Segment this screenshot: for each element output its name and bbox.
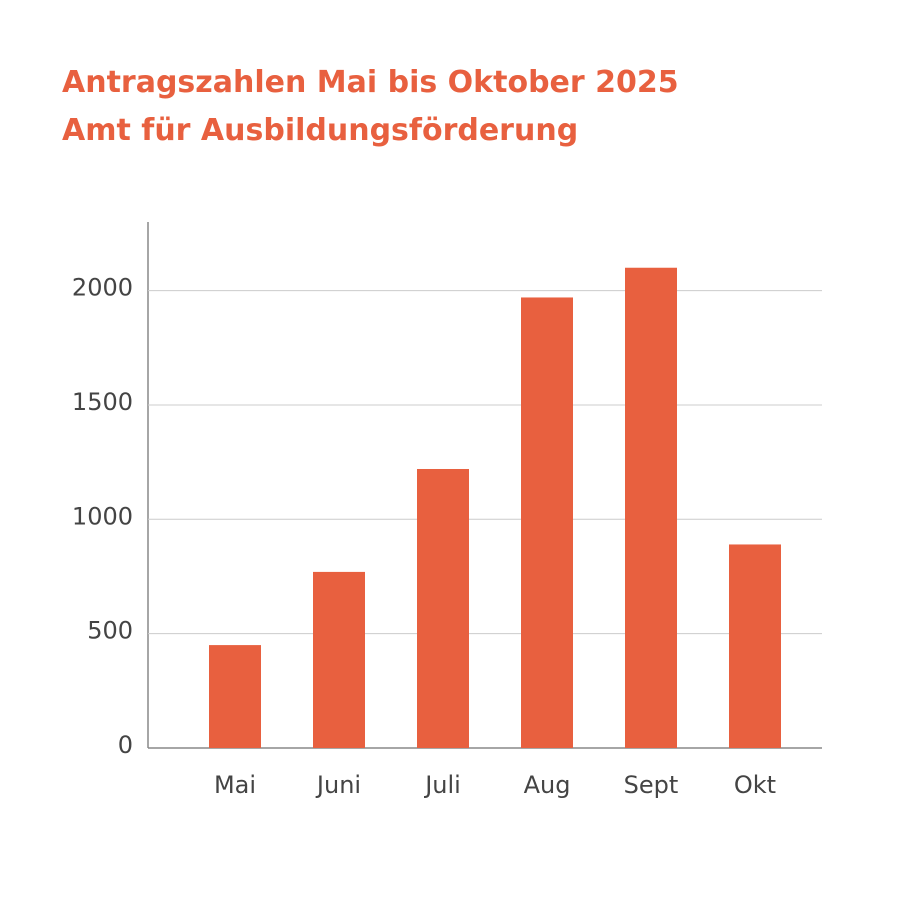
x-tick-label: Mai — [214, 771, 256, 799]
y-tick-label: 0 — [118, 731, 133, 759]
x-tick-label: Juli — [423, 771, 461, 799]
chart-title: Amt für Ausbildungsförderung — [62, 113, 578, 148]
bar — [729, 544, 781, 748]
bar — [209, 645, 261, 748]
x-tick-label: Juni — [315, 771, 361, 799]
bar — [625, 267, 677, 748]
chart-title: Antragszahlen Mai bis Oktober 2025 — [62, 65, 679, 100]
bar — [313, 571, 365, 748]
y-tick-label: 1500 — [72, 388, 133, 416]
y-tick-label: 500 — [87, 617, 133, 645]
x-tick-label: Okt — [734, 771, 776, 799]
x-tick-label: Sept — [624, 771, 679, 799]
bar — [417, 468, 469, 748]
x-tick-label: Aug — [524, 771, 571, 799]
y-tick-label: 2000 — [72, 274, 133, 302]
bar — [521, 297, 573, 748]
y-tick-label: 1000 — [72, 502, 133, 530]
